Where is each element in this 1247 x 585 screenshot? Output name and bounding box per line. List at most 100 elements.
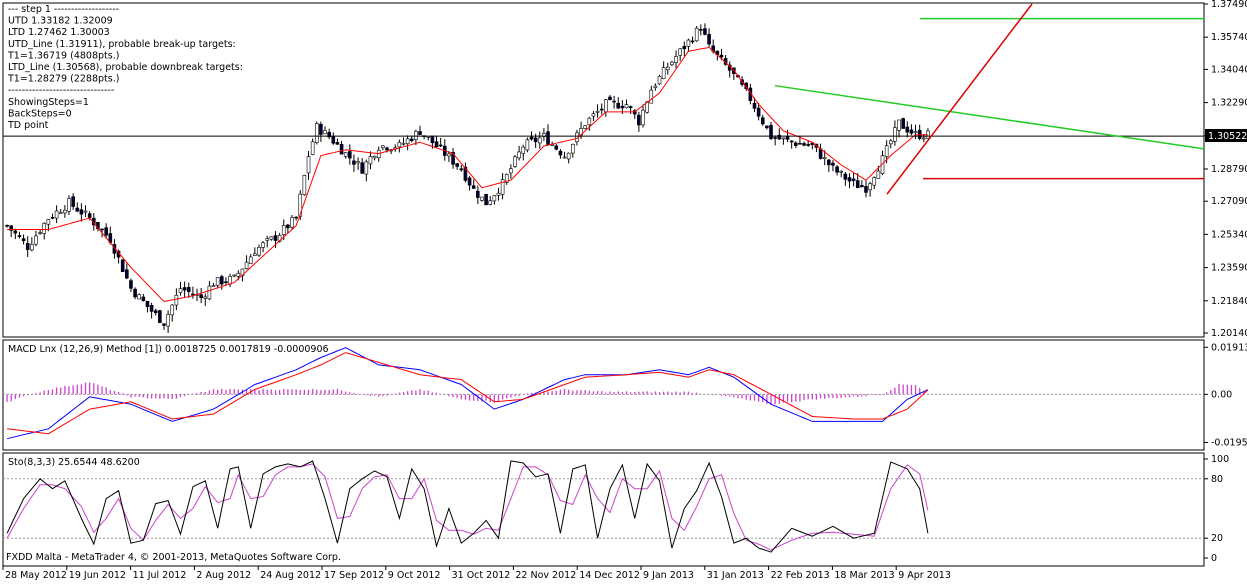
time-x-axis: 28 May 2012 19 Jun 2012 11 Jul 2012 2 Aug 2… [2,566,951,581]
candle [306,150,311,180]
candle [30,237,34,252]
candle [162,323,166,330]
candle [269,236,274,241]
candle [319,121,323,142]
candle [327,128,331,140]
candle [500,172,505,200]
candle [591,110,596,122]
candle [302,174,307,196]
candle [356,157,360,170]
info-line: LTD_Line (1.30568), probable downbreak t… [8,62,243,73]
sto-y-axis: 100 80 20 0 [1204,454,1229,564]
sto-main-line [6,460,929,553]
sto-tick-label: 100 [1211,454,1229,465]
price-tick-label: 1.23590 [1211,263,1247,274]
candle [38,229,42,235]
candle [571,143,575,158]
current-price-marker: 1.30522 [1205,129,1247,142]
candle [141,293,146,302]
candle [504,173,509,185]
candle [21,234,26,245]
candle [513,155,517,168]
candle [71,193,75,210]
date-tick-label: 11 Jul 2012 [133,570,187,581]
candle [888,139,893,149]
candle [158,309,162,324]
candle [372,155,377,161]
candle [323,126,327,135]
info-line: TD point [7,120,49,131]
candle [835,165,839,176]
candle [657,74,662,86]
candle [25,236,30,257]
date-tick-label: 31 Oct 2012 [452,570,511,581]
info-line: T1=1.36719 (4808pts.) [7,50,119,61]
candle [405,135,410,151]
candle [294,216,298,221]
candle [496,187,501,201]
candle [199,288,203,304]
candle [257,244,261,257]
candle [467,176,472,191]
candle [178,281,183,296]
macd-tick-label: -0.019538 [1211,437,1247,448]
copyright-label: FXDD Malta - MetaTrader 4, © 2001-2013, … [6,552,341,563]
candle [186,282,191,298]
candle [922,133,926,143]
candle [492,195,497,205]
candle [34,230,38,247]
candle [583,125,587,130]
candle [224,277,228,286]
ma-line [7,46,928,303]
candle [864,180,868,198]
price-tick-label: 1.35740 [1211,32,1247,43]
candle [831,160,835,172]
candle [913,124,918,140]
candle [418,125,422,136]
macd-tick-label: 0.019138 [1211,342,1247,353]
candle [851,172,856,187]
candle [79,203,84,222]
candle [476,185,480,205]
candle [537,131,542,149]
candle [678,48,682,61]
candle [661,61,666,80]
date-tick-label: 22 Nov 2012 [515,570,576,581]
info-line: UTD_Line (1.31911), probable break-up ta… [8,39,236,50]
candle [847,173,852,189]
candle [451,147,455,169]
candle [827,159,831,172]
candle [777,128,782,140]
candle [438,137,443,148]
candle [624,99,629,109]
candle [50,213,55,220]
candle [653,83,658,91]
candle [314,121,319,145]
candle [686,38,691,53]
candle [682,41,687,57]
sto-panel[interactable] [2,452,1205,567]
candle [286,223,290,234]
candle [595,104,600,118]
info-line: UTD 1.33182 1.32009 [8,16,113,27]
sto-tick-label: 20 [1211,533,1223,544]
macd-signal-line [7,352,929,435]
candle [211,283,216,287]
candle [75,202,80,213]
candle [335,138,340,145]
date-tick-label: 22 Feb 2013 [771,570,830,581]
price-tick-label: 1.25340 [1211,229,1247,240]
price-panel[interactable] [2,2,1205,338]
macd-y-axis: 0.019138 0.00 -0.019538 [1204,342,1247,448]
candle [125,263,129,280]
candle [191,286,195,299]
candle [310,138,315,156]
candle [616,97,621,110]
candle [5,224,9,228]
candle [822,150,827,166]
candle [434,135,439,148]
candle [401,137,406,146]
candle [566,152,571,164]
macd-panel[interactable] [2,339,1205,451]
